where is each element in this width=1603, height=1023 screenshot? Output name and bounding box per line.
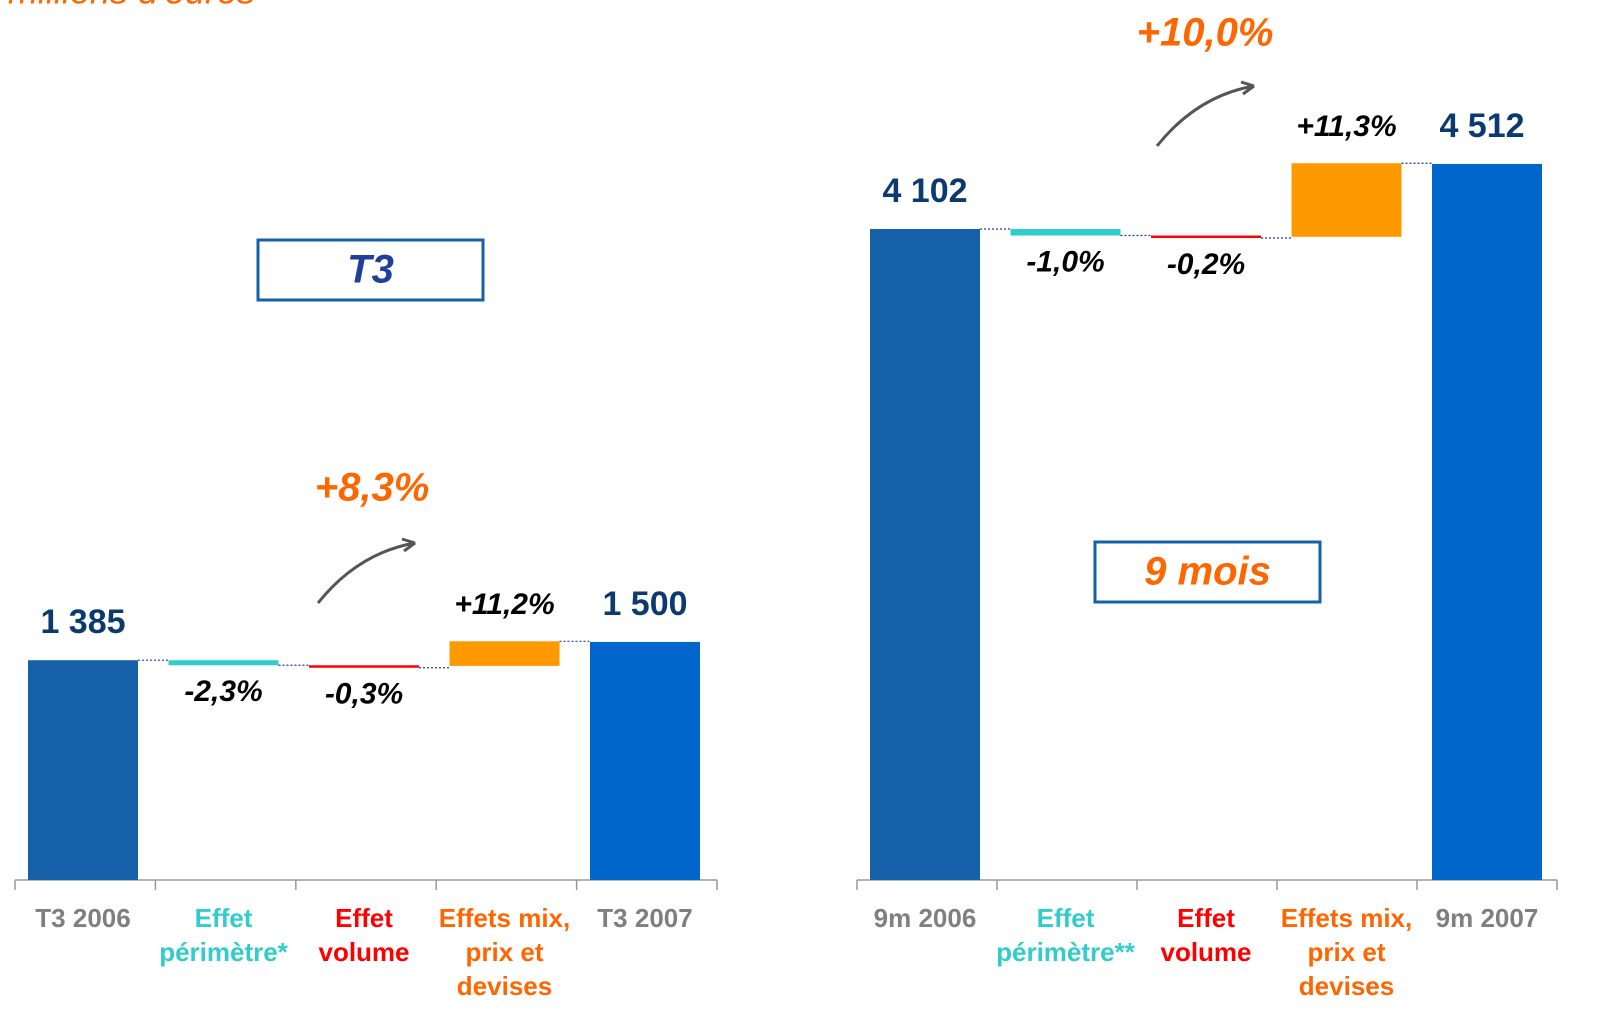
bar (590, 641, 700, 880)
bar (870, 229, 980, 881)
category-label: Effet périmètre* (159, 903, 288, 967)
growth-arrow (316, 537, 416, 604)
category-line: Effet (335, 903, 393, 933)
value-label: 1 500 (602, 585, 687, 623)
value-label: +11,3% (1296, 110, 1396, 143)
category-line: 9m 2007 (1436, 903, 1539, 933)
category-label: Effets mix, prix et devises (439, 903, 571, 1001)
category-line: Effet (1177, 903, 1235, 933)
value-label: -0,3% (325, 678, 403, 711)
value-label: +11,2% (454, 588, 554, 621)
bar (1291, 163, 1402, 237)
category-line: volume (318, 937, 409, 967)
bar (1432, 163, 1542, 880)
value-label: 1 385 (40, 603, 125, 641)
category-line: prix et (1307, 937, 1385, 967)
category-line: devises (457, 971, 552, 1001)
category-line: T3 2007 (597, 903, 692, 933)
box (1093, 540, 1322, 604)
bar (168, 660, 279, 666)
bar (1010, 229, 1121, 236)
bar (449, 641, 560, 666)
category-line: 9m 2006 (874, 903, 977, 933)
value-label: 4 102 (882, 172, 967, 210)
category-label: Effets mix, prix et devises (1281, 903, 1413, 1001)
value-label: 4 512 (1439, 107, 1524, 145)
value-label: -0,2% (1167, 248, 1245, 281)
growth-label: +8,3% (315, 466, 430, 510)
category-line: Effet (1037, 903, 1095, 933)
category-label: T3 2006 (35, 903, 130, 933)
category-line: périmètre** (996, 937, 1136, 967)
category-label: Effet volume (318, 903, 409, 967)
category-line: devises (1299, 971, 1394, 1001)
growth-label: +10,0% (1137, 11, 1274, 55)
category-line: volume (1160, 937, 1251, 967)
category-label: Effet volume (1160, 903, 1251, 967)
category-line: périmètre* (159, 937, 288, 967)
bar (309, 665, 419, 668)
category-label: 9m 2006 (874, 903, 977, 933)
box-label: 9 mois (1144, 550, 1271, 594)
category-label: Effet périmètre** (996, 903, 1136, 967)
box (256, 238, 485, 302)
category-line: Effets mix, (1281, 903, 1413, 933)
value-label: -1,0% (1026, 245, 1104, 278)
bar (28, 660, 138, 880)
category-label: 9m 2007 (1436, 903, 1539, 933)
category-line: prix et (465, 937, 543, 967)
box-label: T3 (347, 248, 394, 292)
category-line: T3 2006 (35, 903, 130, 933)
category-line: Effet (195, 903, 253, 933)
value-label: -2,3% (184, 675, 262, 708)
category-line: Effets mix, (439, 903, 571, 933)
growth-arrow (1155, 80, 1255, 147)
subtitle: millions d'euros (8, 0, 255, 12)
bar (1151, 235, 1261, 239)
category-label: T3 2007 (597, 903, 692, 933)
